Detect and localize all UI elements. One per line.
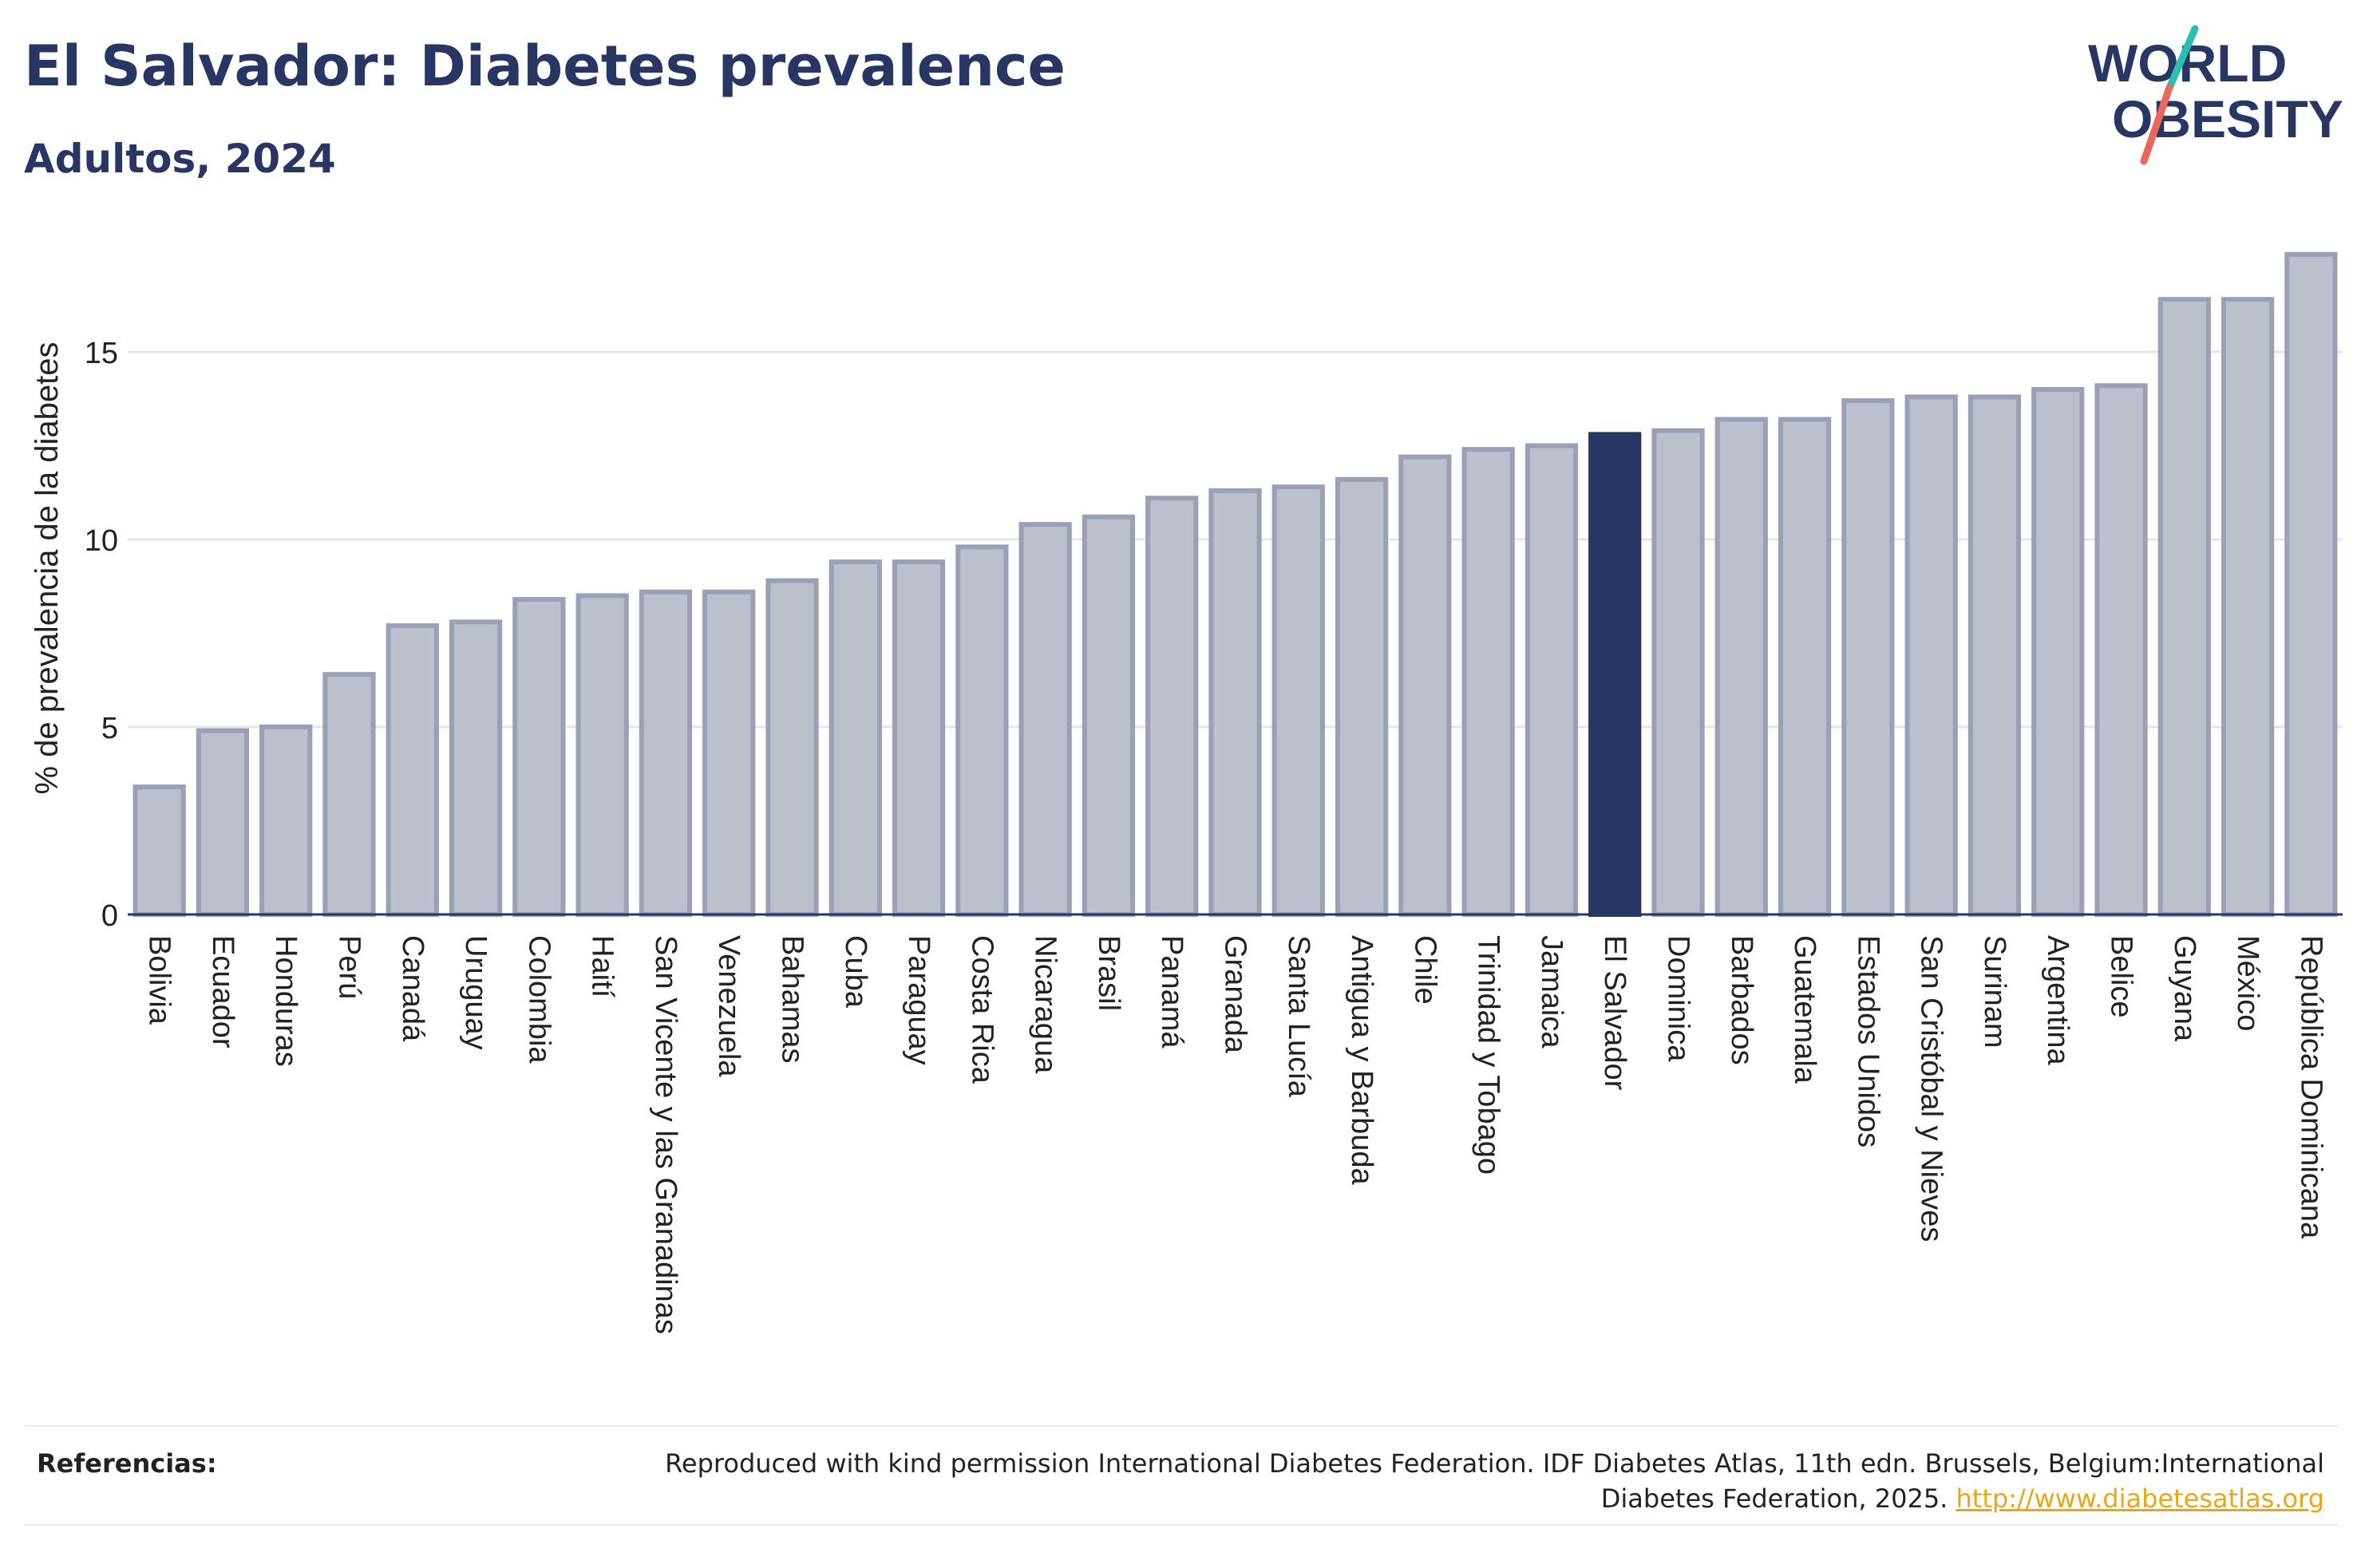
x-tick-label: Perú [333, 935, 366, 999]
x-tick-label: Uruguay [459, 935, 492, 1050]
logo-slash-bottom [2140, 84, 2173, 165]
x-tick-label: El Salvador [1598, 935, 1631, 1091]
bar [1271, 484, 1325, 917]
logo-slash-top [2165, 25, 2199, 92]
bar [1714, 417, 1768, 917]
bar [1018, 522, 1072, 917]
bar [449, 619, 503, 918]
x-tick-label: México [2231, 935, 2264, 1031]
bar [892, 559, 946, 917]
footer-divider-top [24, 1425, 2339, 1427]
bar [639, 589, 693, 917]
x-tick-label: Bolivia [143, 935, 176, 1025]
references-text: Reproduced with kind permission Internat… [608, 1446, 2324, 1516]
chart-subtitle: Adultos, 2024 [24, 136, 336, 182]
x-tick-label: Nicaragua [1029, 935, 1062, 1074]
bar [1841, 398, 1895, 918]
x-tick-label: Guyana [2168, 935, 2201, 1042]
x-tick-label: Barbados [1725, 935, 1758, 1065]
x-tick-label: Ecuador [206, 935, 239, 1049]
x-tick-label: República Dominicana [2294, 935, 2327, 1239]
x-tick-label: Estados Unidos [1851, 935, 1884, 1147]
x-tick-label: Santa Lucía [1282, 935, 1315, 1098]
bar [196, 728, 250, 918]
references-label: Referencias: [37, 1448, 217, 1479]
bar-chart: 0 5 10 15 Bolivia Ecuador Honduras Perú Canadá U… [30, 251, 2343, 1334]
y-tick-label: 15 [85, 337, 118, 370]
x-tick-label: San Vicente y las Granadinas [649, 935, 682, 1334]
bar [955, 544, 1009, 918]
bar [1904, 394, 1958, 917]
y-tick-label: 5 [101, 712, 118, 745]
bar [1525, 443, 1579, 917]
x-tick-label: Costa Rica [965, 935, 999, 1084]
category-labels: Bolivia Ecuador Honduras Perú Canadá Uruguay C… [143, 935, 2328, 1334]
x-tick-label: San Cristóbal y Nieves [1915, 935, 1948, 1242]
x-tick-label: Chile [1408, 935, 1442, 1005]
bar [1208, 488, 1262, 917]
x-tick-label: Argentina [2041, 935, 2074, 1066]
bar [1588, 432, 1642, 917]
bar [2284, 251, 2338, 917]
x-tick-label: Antigua y Barbuda [1345, 935, 1378, 1186]
bar [132, 784, 186, 918]
x-tick-label: Canadá [396, 935, 429, 1042]
bar [1082, 514, 1136, 917]
bar [512, 597, 566, 917]
bar [1398, 454, 1452, 917]
bar [1778, 417, 1832, 917]
x-tick-label: Panamá [1155, 935, 1188, 1049]
y-axis-label: % de prevalencia de la diabetes [30, 342, 65, 794]
bar [575, 593, 629, 917]
bar [1335, 476, 1389, 917]
bar [765, 578, 819, 917]
bar [2094, 383, 2148, 917]
x-tick-label: Haití [586, 935, 619, 998]
x-tick-label: Dominica [1662, 935, 1695, 1062]
bar [1145, 496, 1199, 917]
references-link[interactable]: http://www.diabetesatlas.org [1956, 1483, 2324, 1514]
bar [259, 725, 313, 917]
bar [2157, 297, 2211, 917]
x-tick-label: Guatemala [1788, 935, 1821, 1084]
bar [702, 589, 756, 917]
references-body: Reproduced with kind permission Internat… [665, 1448, 2324, 1514]
x-tick-label: Surinam [1978, 935, 2011, 1049]
footer-divider-bottom [24, 1524, 2339, 1526]
x-tick-label: Paraguay [902, 935, 935, 1065]
x-tick-label: Cuba [839, 935, 872, 1009]
y-tick-label: 0 [101, 899, 118, 933]
bar [1461, 447, 1515, 917]
bar [386, 623, 439, 917]
x-tick-label: Granada [1219, 935, 1252, 1054]
x-tick-label: Bahamas [776, 935, 809, 1064]
x-tick-label: Brasil [1092, 935, 1125, 1011]
chart-title: El Salvador: Diabetes prevalence [24, 34, 1066, 99]
bar [2221, 297, 2275, 917]
x-tick-label: Colombia [522, 935, 556, 1064]
bar [829, 559, 882, 917]
x-tick-label: Trinidad y Tobago [1472, 935, 1505, 1175]
bar [322, 672, 376, 917]
x-tick-label: Jamaica [1535, 935, 1568, 1049]
x-tick-label: Venezuela [712, 935, 745, 1077]
bar [2031, 387, 2085, 917]
bar [1651, 428, 1705, 917]
bar [1968, 394, 2022, 917]
x-tick-label: Honduras [269, 935, 303, 1067]
bars [132, 251, 2338, 918]
world-obesity-logo: WORLD OBESITY [2088, 25, 2343, 165]
x-tick-label: Belice [2105, 935, 2138, 1018]
axes: 0 5 10 15 [85, 337, 2343, 933]
y-tick-label: 10 [85, 524, 118, 558]
